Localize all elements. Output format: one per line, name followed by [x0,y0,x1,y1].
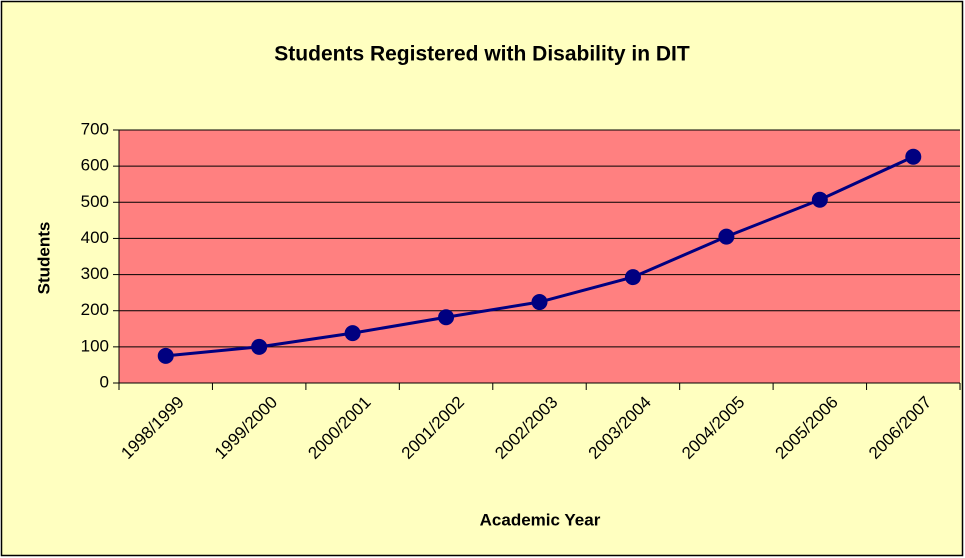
y-axis-label: Students [34,222,53,295]
plot-area [119,130,960,383]
y-tick-label: 700 [81,119,109,138]
marker [344,325,361,342]
chart-title: Students Registered with Disability in D… [274,43,690,66]
marker [718,228,735,245]
marker [251,338,268,355]
y-tick-label: 400 [81,228,109,247]
marker [624,269,641,286]
marker [905,148,922,165]
y-tick-label: 200 [81,300,109,319]
marker [531,294,548,311]
y-tick-label: 100 [81,336,109,355]
y-tick-label: 500 [81,192,109,211]
marker [811,191,828,208]
x-axis-label: Academic Year [480,510,601,529]
marker [157,347,174,364]
y-tick-label: 300 [81,264,109,283]
marker [438,309,455,326]
y-tick-label: 600 [81,156,109,175]
y-tick-label: 0 [100,372,109,391]
